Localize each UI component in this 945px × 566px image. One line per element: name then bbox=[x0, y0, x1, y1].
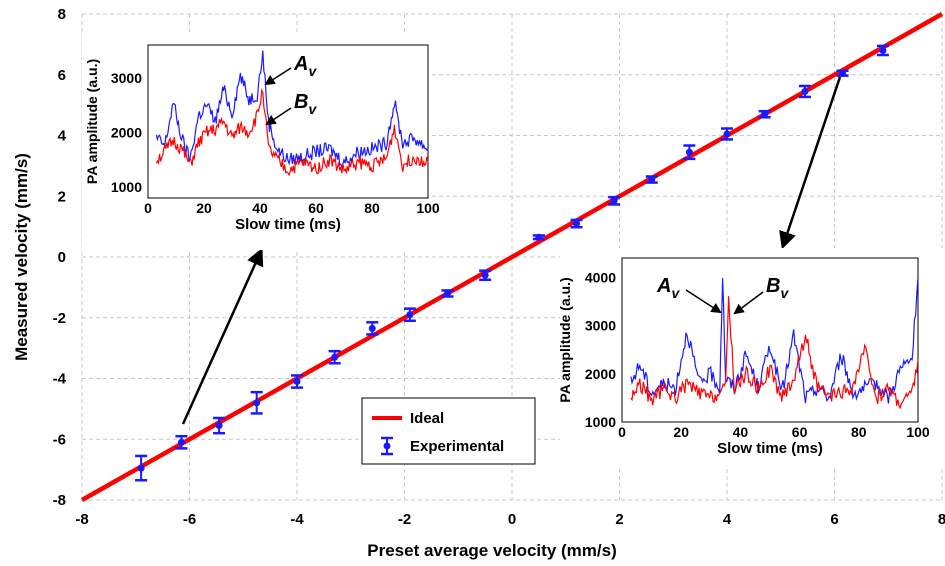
data-point bbox=[685, 148, 693, 156]
x-tick-label: 4 bbox=[723, 511, 732, 528]
data-point bbox=[253, 399, 261, 407]
x-tick-label: -4 bbox=[290, 511, 304, 528]
y-tick-label: -2 bbox=[53, 310, 66, 327]
data-point bbox=[723, 130, 731, 138]
annotation-arrow-B-2 bbox=[733, 291, 764, 315]
inset-x-axis-label: Slow time (ms) bbox=[717, 440, 823, 457]
data-point bbox=[761, 110, 769, 118]
y-axis-label: Measured velocity (mm/s) bbox=[12, 153, 31, 361]
inset-series-line bbox=[630, 296, 919, 410]
legend: Ideal Experimental bbox=[361, 397, 536, 465]
data-point bbox=[406, 311, 414, 319]
annotation-arrow-B bbox=[265, 107, 292, 126]
inset-x-axis-label: Slow time (ms) bbox=[235, 216, 341, 233]
y-tick-label: 6 bbox=[58, 67, 66, 84]
legend-swatch-point bbox=[383, 442, 391, 450]
x-tick-label: -8 bbox=[75, 511, 88, 528]
inset-y-axis-label: PA amplitude (a.u.) bbox=[557, 277, 573, 402]
inset-x-tick-label: 100 bbox=[416, 200, 440, 216]
data-point bbox=[331, 353, 339, 361]
data-point bbox=[801, 87, 809, 95]
arrow-to-inset-2 bbox=[779, 76, 842, 250]
inset-y-tick-label: 2000 bbox=[111, 124, 142, 140]
legend-label-ideal: Ideal bbox=[410, 410, 444, 427]
x-axis-label: Preset average velocity (mm/s) bbox=[367, 541, 616, 560]
inset-x-tick-label: 60 bbox=[308, 200, 324, 216]
x-tick-label: 0 bbox=[508, 511, 516, 528]
data-point bbox=[481, 271, 489, 279]
data-point bbox=[573, 220, 580, 228]
inset-x-tick-label: 60 bbox=[792, 424, 808, 440]
inset-y-tick-label: 1000 bbox=[111, 179, 142, 195]
annotation-A-v: Av bbox=[293, 53, 317, 79]
experimental-series bbox=[135, 44, 889, 482]
annotation-B-v: Bv bbox=[294, 91, 317, 117]
y-tick-label: 4 bbox=[58, 128, 67, 145]
data-point bbox=[444, 289, 451, 297]
y-tick-label: -4 bbox=[53, 371, 67, 388]
data-point bbox=[879, 46, 887, 54]
data-point bbox=[648, 176, 656, 184]
data-point bbox=[177, 438, 185, 446]
inset-y-tick-label: 1000 bbox=[585, 414, 616, 430]
inset-series-line bbox=[155, 50, 429, 169]
inset-y-tick-label: 3000 bbox=[585, 318, 616, 334]
x-tick-label: 2 bbox=[615, 511, 623, 528]
data-point bbox=[610, 197, 618, 205]
inset-x-tick-label: 80 bbox=[364, 200, 380, 216]
y-tick-label: 2 bbox=[58, 188, 66, 205]
inset-x-tick-label: 80 bbox=[851, 424, 867, 440]
annotation-B-v-2: Bv bbox=[766, 275, 789, 301]
inset-series-line bbox=[630, 277, 919, 404]
g: 0 20 40 60 80 100 1000 2000 3000 Slow time (ms) PA… bbox=[82, 34, 440, 250]
inset-y-tick-label: 2000 bbox=[585, 366, 616, 382]
data-point bbox=[293, 378, 301, 386]
x-tick-label: 6 bbox=[830, 511, 838, 528]
ideal-line bbox=[80, 12, 944, 502]
y-tick-label: 8 bbox=[58, 6, 66, 23]
y-tick-label: -8 bbox=[53, 492, 66, 509]
annotation-arrow-A-2 bbox=[685, 289, 722, 314]
x-tick-label: -6 bbox=[183, 511, 196, 528]
inset-series-line bbox=[155, 88, 429, 177]
inset-x-tick-label: 0 bbox=[144, 200, 152, 216]
y-tick-label: -6 bbox=[53, 431, 66, 448]
legend-label-experimental: Experimental bbox=[410, 438, 504, 455]
data-point bbox=[839, 69, 847, 77]
data-point bbox=[215, 422, 223, 430]
g: 0 20 40 60 80 100 1000 2000 3000 4000 Slow time (m… bbox=[557, 248, 945, 468]
inset-y-tick-label: 3000 bbox=[111, 70, 142, 86]
inset-x-tick-label: 0 bbox=[618, 424, 626, 440]
inset-x-tick-label: 40 bbox=[252, 200, 268, 216]
inset-x-tick-label: 100 bbox=[906, 424, 930, 440]
x-tick-label: -2 bbox=[398, 511, 411, 528]
inset-x-tick-label: 20 bbox=[673, 424, 689, 440]
annotation-arrow-A bbox=[264, 67, 292, 86]
data-point bbox=[535, 233, 543, 241]
y-tick-label: 0 bbox=[58, 249, 66, 266]
inset-y-tick-label: 4000 bbox=[585, 269, 616, 285]
data-point bbox=[368, 324, 376, 332]
inset-y-axis-label: PA amplitude (a.u.) bbox=[84, 59, 100, 184]
data-point bbox=[137, 464, 145, 472]
x-tick-label: 8 bbox=[938, 511, 945, 528]
annotation-A-v-2: Av bbox=[656, 275, 680, 301]
inset-x-tick-label: 40 bbox=[733, 424, 749, 440]
arrow-to-inset-1 bbox=[181, 247, 264, 425]
inset-x-tick-label: 20 bbox=[196, 200, 212, 216]
inset-frame bbox=[147, 44, 429, 199]
